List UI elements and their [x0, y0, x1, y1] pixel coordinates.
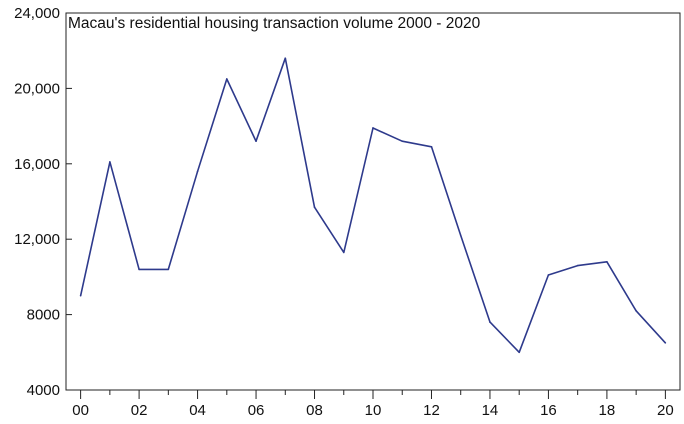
data-point — [313, 206, 316, 208]
data-point — [635, 310, 637, 312]
data-point — [606, 261, 608, 263]
data-point — [518, 351, 520, 354]
data-point — [226, 78, 228, 80]
data-point — [430, 146, 433, 148]
chart-title: Macau's residential housing transaction … — [68, 15, 481, 32]
data-point — [664, 342, 667, 344]
data-point — [576, 264, 579, 267]
x-tick-label: 02 — [131, 402, 148, 419]
y-tick-label: 24,000 — [14, 5, 60, 22]
y-tick-label: 16,000 — [14, 156, 60, 173]
x-tick-label: 10 — [365, 402, 382, 419]
x-tick-label: 16 — [540, 402, 557, 419]
data-point — [401, 140, 404, 142]
data-point — [109, 161, 111, 163]
y-tick-label: 4000 — [27, 382, 60, 399]
data-point — [372, 127, 374, 129]
x-tick-label: 06 — [248, 402, 265, 419]
plot-frame — [65, 12, 681, 391]
x-tick-label: 18 — [599, 402, 616, 419]
data-point — [138, 268, 140, 271]
x-tick-label: 20 — [657, 402, 674, 419]
y-tick-label: 12,000 — [14, 231, 60, 248]
x-tick-label: 04 — [189, 402, 206, 419]
data-point — [167, 268, 170, 271]
x-axis: 00 02 04 06 08 10 12 14 16 18 20 — [72, 390, 674, 419]
y-tick-label: 20,000 — [14, 80, 60, 97]
plot-border — [65, 12, 681, 391]
data-point — [284, 57, 287, 60]
data-point — [459, 234, 462, 237]
series-line — [79, 57, 666, 354]
data-point — [255, 140, 257, 142]
data-point — [547, 274, 550, 276]
x-tick-label: 14 — [482, 402, 499, 419]
y-tick-label: 8000 — [27, 307, 60, 324]
data-point — [342, 251, 345, 254]
data-point — [196, 170, 199, 173]
x-tick-label: 00 — [72, 402, 89, 419]
x-tick-label: 08 — [306, 402, 323, 419]
data-point — [79, 294, 82, 297]
x-tick-label: 12 — [423, 402, 440, 419]
data-point — [489, 321, 491, 323]
y-axis: 4000 8000 12,000 16,000 20,000 24,000 — [14, 5, 72, 399]
series-layer — [79, 57, 667, 354]
